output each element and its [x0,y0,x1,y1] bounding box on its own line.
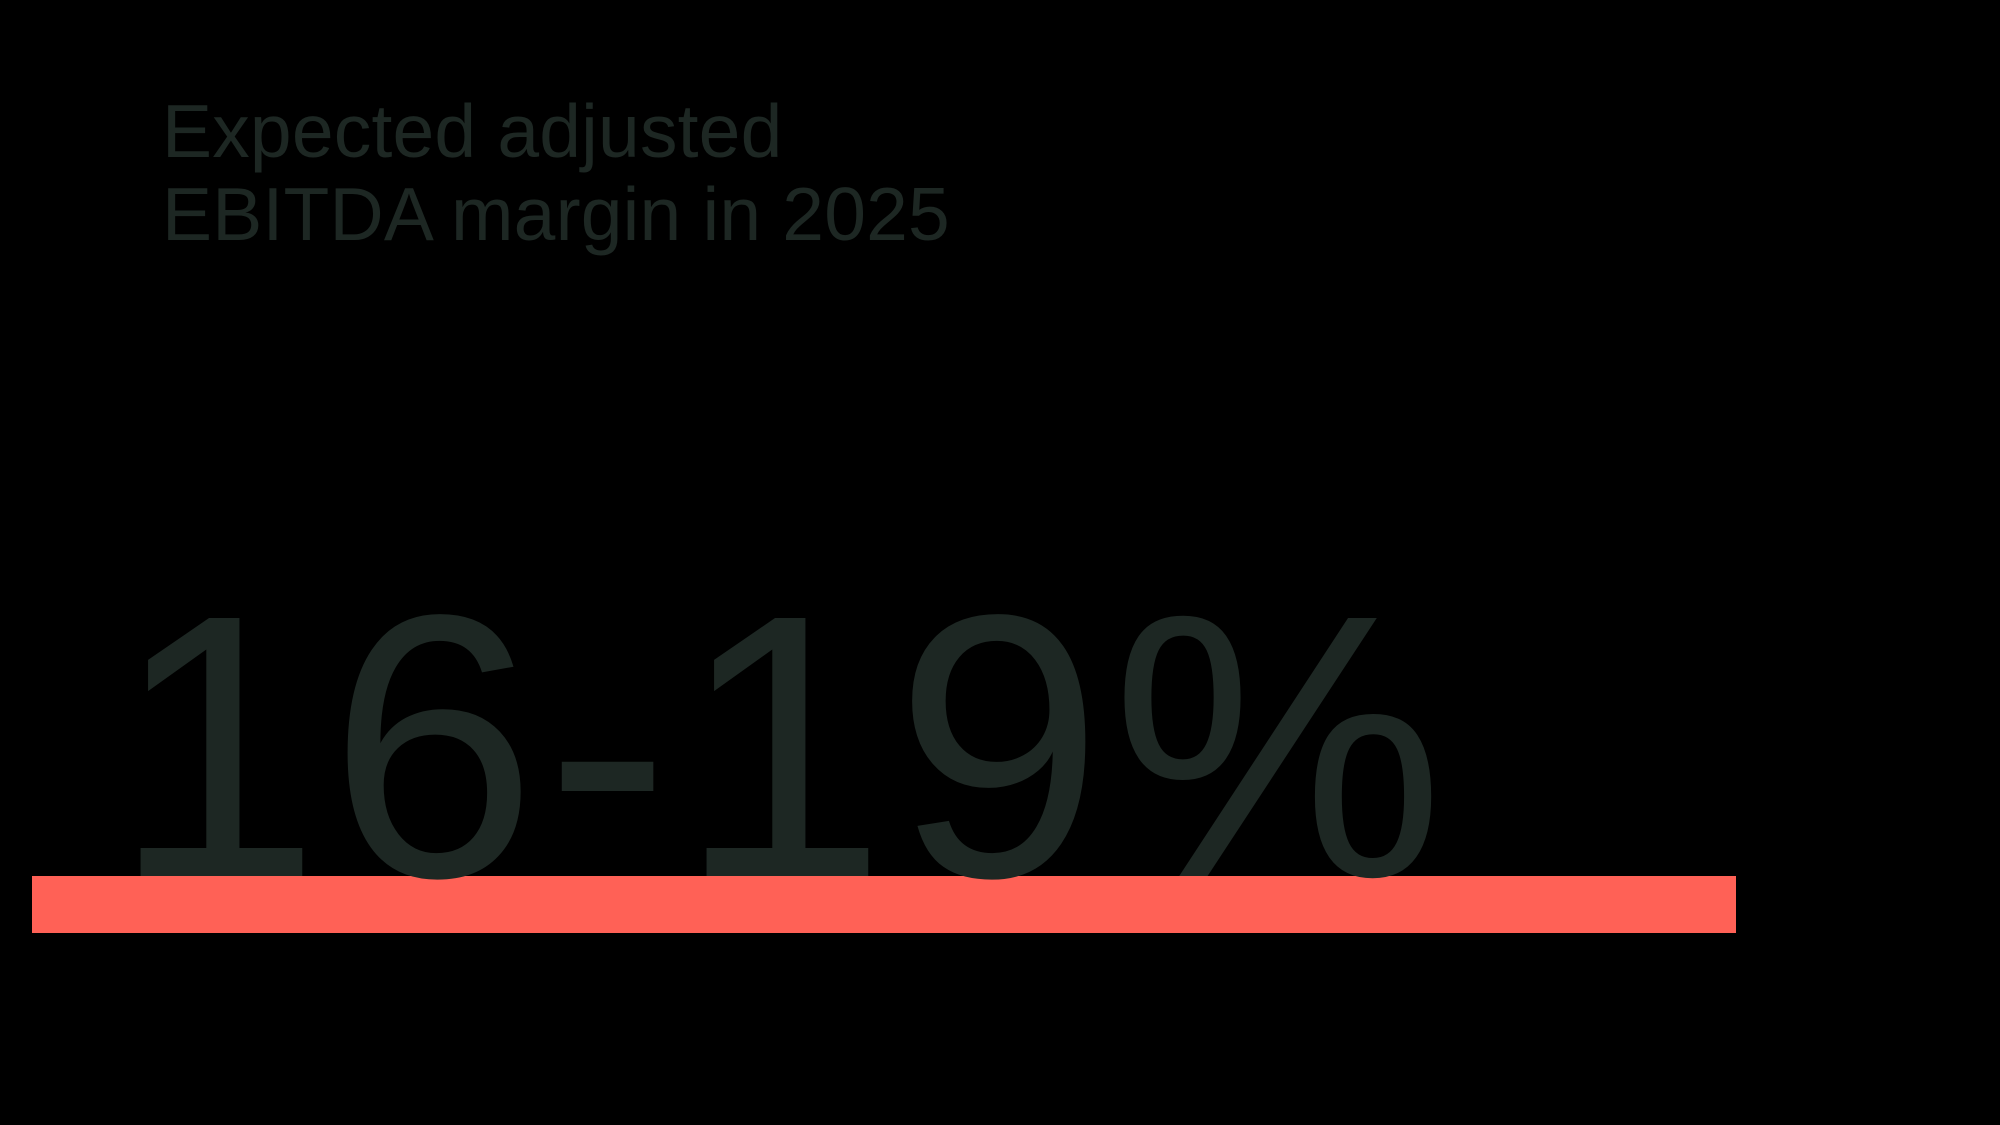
stat-label-line1: Expected adjusted [162,89,783,173]
stat-label: Expected adjusted EBITDA margin in 2025 [162,90,950,256]
stat-label-line2: EBITDA margin in 2025 [162,172,950,256]
stat-value: 16-19% [112,538,1453,956]
accent-underline-bar [32,876,1736,933]
